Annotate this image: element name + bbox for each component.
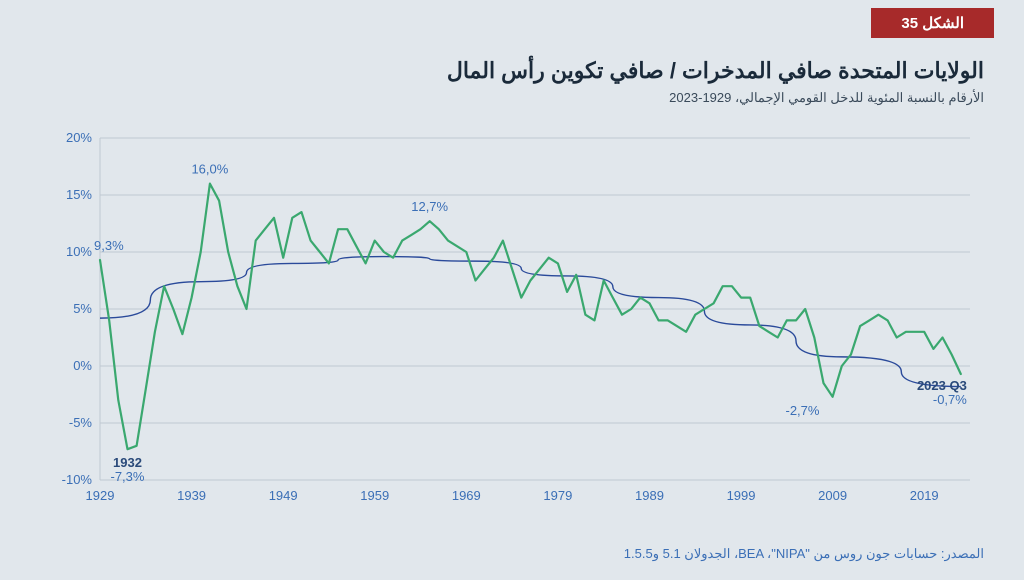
svg-text:1959: 1959 bbox=[360, 488, 389, 503]
svg-text:1989: 1989 bbox=[635, 488, 664, 503]
svg-text:-5%: -5% bbox=[69, 415, 93, 430]
source-note: المصدر: حسابات جون روس من "BEA ،"NIPA، ا… bbox=[624, 546, 984, 562]
svg-text:0%: 0% bbox=[73, 358, 92, 373]
svg-text:12,7%: 12,7% bbox=[411, 199, 448, 214]
svg-text:1929: 1929 bbox=[86, 488, 115, 503]
svg-text:1979: 1979 bbox=[543, 488, 572, 503]
svg-text:1949: 1949 bbox=[269, 488, 298, 503]
svg-text:2023 Q3: 2023 Q3 bbox=[917, 378, 967, 393]
chart-area: -10% -5% 0% 5% 10% 15% 20% 1929 1939 1949 1959 1969… bbox=[40, 120, 990, 520]
line-chart: -10% -5% 0% 5% 10% 15% 20% 1929 1939 1949 1959 1969… bbox=[40, 120, 990, 520]
svg-text:1939: 1939 bbox=[177, 488, 206, 503]
chart-subtitle: الأرقام بالنسبة المئوية للدخل القومي الإ… bbox=[669, 90, 984, 106]
figure-badge: الشكل 35 bbox=[871, 8, 994, 38]
svg-text:1999: 1999 bbox=[727, 488, 756, 503]
svg-text:2009: 2009 bbox=[818, 488, 847, 503]
svg-text:16,0%: 16,0% bbox=[191, 162, 228, 177]
svg-text:-2,7%: -2,7% bbox=[786, 403, 820, 418]
svg-text:10%: 10% bbox=[66, 244, 92, 259]
chart-title: الولايات المتحدة صافي المدخرات / صافي تك… bbox=[447, 58, 984, 84]
svg-text:1969: 1969 bbox=[452, 488, 481, 503]
svg-text:5%: 5% bbox=[73, 301, 92, 316]
svg-text:-10%: -10% bbox=[62, 472, 93, 487]
svg-text:1932: 1932 bbox=[113, 455, 142, 470]
svg-text:15%: 15% bbox=[66, 187, 92, 202]
svg-text:-7,3%: -7,3% bbox=[110, 469, 144, 484]
svg-text:2019: 2019 bbox=[910, 488, 939, 503]
svg-text:-0,7%: -0,7% bbox=[933, 392, 967, 407]
svg-text:20%: 20% bbox=[66, 130, 92, 145]
svg-text:9,3%: 9,3% bbox=[94, 238, 124, 253]
